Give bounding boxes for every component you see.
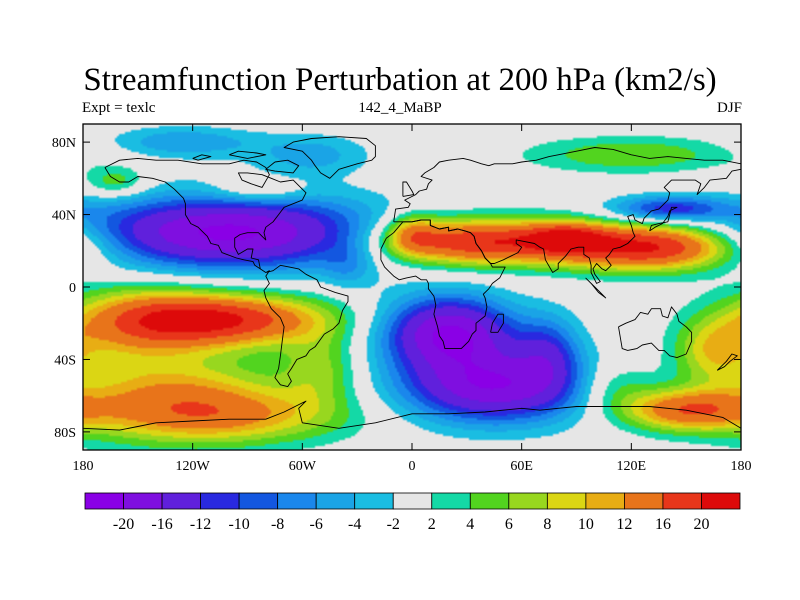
colorbar-swatch (123, 492, 163, 510)
colorbar-swatch (238, 492, 279, 510)
colorbar-label: 4 (466, 516, 474, 533)
coastline-6 (402, 181, 415, 197)
x-tick-label: 120E (617, 459, 647, 474)
colorbar-swatch (546, 492, 587, 510)
coastline-2 (393, 147, 741, 284)
colorbar-label: 8 (543, 516, 551, 533)
colorbar-swatch (161, 492, 201, 510)
colorbar-label: -12 (190, 516, 211, 533)
coastline-13 (192, 154, 212, 161)
x-tick-label: 180 (73, 459, 94, 474)
y-tick-label: 40S (54, 353, 76, 368)
coastline-7 (649, 206, 678, 232)
coastline-0 (104, 157, 349, 388)
colorbar-swatch (624, 492, 664, 510)
x-tick-label: 60W (289, 459, 317, 474)
y-tick-label: 80S (54, 426, 76, 441)
colorbar-label: -10 (228, 516, 249, 533)
colorbar-label: -16 (151, 516, 172, 533)
coastline-8 (490, 313, 504, 333)
coastline-1 (283, 136, 376, 179)
latitude-axis: 80N 40N 0 40S 80S (52, 136, 741, 441)
x-tick-label: 180 (731, 459, 752, 474)
colorbar-swatch (431, 492, 471, 510)
y-tick-label: 0 (69, 281, 76, 296)
colorbar-label: -4 (348, 516, 361, 533)
x-tick-label: 60E (510, 459, 533, 474)
colorbar-label: 2 (428, 516, 436, 533)
colorbar-label: 20 (693, 516, 709, 533)
colorbar-swatch (354, 492, 394, 510)
colorbar-label: -20 (113, 516, 134, 533)
colorbar-swatch (315, 492, 356, 510)
coastline-11 (265, 159, 300, 174)
season-label: DJF (716, 100, 742, 116)
colorbar-swatch (392, 492, 433, 510)
x-tick-label: 120W (176, 459, 211, 474)
colorbar-label: -6 (310, 516, 323, 533)
colorbar-swatch (84, 492, 124, 510)
colorbar-swatch (200, 492, 240, 510)
colorbar-swatch (277, 492, 317, 510)
colorbar-label: -2 (387, 516, 400, 533)
colorbar-label: -8 (271, 516, 284, 533)
colorbar-swatch (701, 492, 741, 510)
colorbar-swatch (469, 492, 510, 510)
coastline-5 (83, 400, 741, 431)
colorbar-label: 16 (655, 516, 671, 533)
case-label: 142_4_MaBP (358, 100, 442, 116)
map-area: 180 120W 60W 0 60E 120E 180 80N 40N 0 40S 80S (52, 123, 752, 474)
coastline-12 (229, 150, 267, 159)
y-tick-label: 40N (52, 209, 76, 224)
coastline-layer (83, 136, 741, 431)
colorbar-label: 12 (616, 516, 632, 533)
colorbar-label: 10 (578, 516, 594, 533)
colorbar: -20 -16 -12 -10 -8 -6 -4 -2 2 4 6 8 10 12 16 20 (84, 492, 741, 533)
x-tick-label: 0 (409, 459, 416, 474)
coastline-9 (585, 277, 607, 299)
coastline-4 (618, 306, 693, 359)
colorbar-swatch (585, 492, 625, 510)
coastline-10 (716, 353, 738, 371)
colorbar-swatch (662, 492, 702, 510)
streamfunction-field (83, 124, 741, 450)
coastline-3 (380, 219, 506, 350)
colorbar-swatch (508, 492, 548, 510)
plot-title: Streamfunction Perturbation at 200 hPa (… (83, 62, 717, 98)
experiment-label: Expt = texlc (82, 100, 156, 116)
colorbar-label: 6 (505, 516, 513, 533)
y-tick-label: 80N (52, 136, 76, 151)
longitude-axis: 180 120W 60W 0 60E 120E 180 (73, 124, 752, 474)
